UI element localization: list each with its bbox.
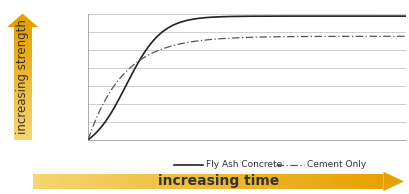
Polygon shape <box>382 172 403 191</box>
Bar <box>13 103 31 106</box>
Bar <box>40 174 47 189</box>
Bar <box>13 47 31 50</box>
Bar <box>13 75 31 78</box>
Bar <box>187 174 193 189</box>
Bar <box>13 53 31 55</box>
Bar <box>166 174 173 189</box>
Bar <box>285 174 292 189</box>
Bar <box>362 174 369 189</box>
Bar <box>103 174 110 189</box>
Bar <box>13 36 31 38</box>
Bar <box>13 69 31 72</box>
Bar <box>47 174 54 189</box>
Bar <box>13 81 31 83</box>
Bar <box>319 174 326 189</box>
Bar <box>277 174 285 189</box>
Bar <box>124 174 130 189</box>
Bar <box>13 100 31 103</box>
Bar <box>33 174 40 189</box>
Bar <box>299 174 306 189</box>
Bar <box>13 97 31 100</box>
Bar <box>236 174 243 189</box>
Bar <box>75 174 82 189</box>
Bar <box>13 67 31 69</box>
Bar <box>13 109 31 112</box>
Bar <box>292 174 299 189</box>
Bar <box>159 174 166 189</box>
Bar <box>96 174 103 189</box>
Bar <box>13 41 31 44</box>
Bar <box>13 128 31 131</box>
Bar <box>256 174 263 189</box>
Bar <box>13 78 31 81</box>
Polygon shape <box>7 14 38 27</box>
Bar <box>347 174 355 189</box>
Bar <box>13 38 31 41</box>
Bar <box>61 174 68 189</box>
Bar <box>145 174 152 189</box>
Bar <box>312 174 319 189</box>
Bar <box>193 174 200 189</box>
Bar <box>207 174 215 189</box>
Bar <box>138 174 145 189</box>
Bar <box>13 89 31 92</box>
Bar <box>68 174 75 189</box>
Bar <box>13 55 31 58</box>
Bar <box>13 134 31 137</box>
Bar <box>340 174 348 189</box>
Text: increasing time: increasing time <box>157 174 278 188</box>
Bar <box>369 174 375 189</box>
Bar <box>13 30 31 33</box>
Bar <box>326 174 333 189</box>
Bar <box>13 64 31 67</box>
Bar <box>215 174 222 189</box>
Bar <box>263 174 270 189</box>
Bar <box>13 61 31 64</box>
Bar <box>13 33 31 36</box>
Bar <box>54 174 61 189</box>
Bar <box>13 72 31 75</box>
Bar <box>13 120 31 123</box>
Bar <box>249 174 256 189</box>
Bar <box>243 174 249 189</box>
Bar <box>13 131 31 134</box>
Bar <box>13 123 31 126</box>
Bar <box>110 174 117 189</box>
Bar <box>229 174 236 189</box>
Bar <box>89 174 96 189</box>
Bar <box>173 174 180 189</box>
Bar <box>13 114 31 117</box>
Bar <box>13 95 31 97</box>
Bar <box>13 83 31 86</box>
Bar <box>13 44 31 47</box>
Bar <box>13 106 31 109</box>
Bar <box>152 174 159 189</box>
Bar <box>13 50 31 53</box>
Text: Fly Ash Concrete: Fly Ash Concrete <box>205 160 281 169</box>
Bar <box>13 58 31 61</box>
Bar <box>375 174 382 189</box>
Bar <box>13 27 31 30</box>
Bar <box>13 112 31 114</box>
Bar <box>333 174 340 189</box>
Bar <box>13 126 31 128</box>
Bar <box>200 174 207 189</box>
Bar <box>117 174 124 189</box>
Text: increasing strength: increasing strength <box>16 19 29 134</box>
Bar <box>82 174 89 189</box>
Bar <box>306 174 312 189</box>
Bar <box>270 174 278 189</box>
Bar <box>130 174 137 189</box>
Bar <box>13 137 31 140</box>
Bar <box>13 92 31 95</box>
Bar <box>13 86 31 89</box>
Bar <box>13 117 31 120</box>
Bar <box>355 174 362 189</box>
Bar <box>180 174 187 189</box>
Text: Cement Only: Cement Only <box>307 160 366 169</box>
Bar <box>222 174 229 189</box>
